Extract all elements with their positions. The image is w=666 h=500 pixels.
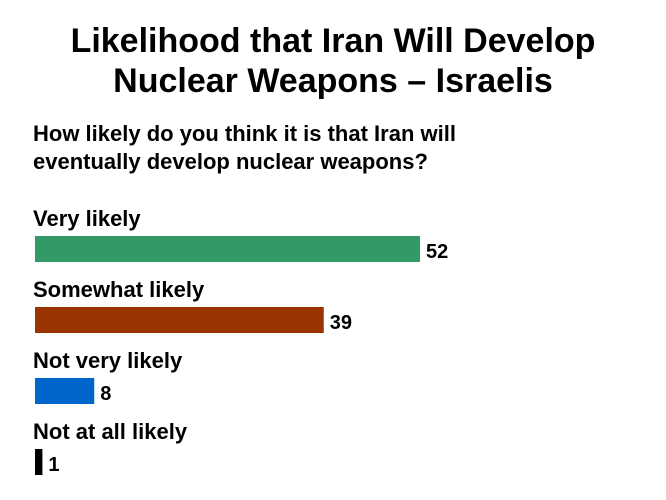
chart-title-line-1: Likelihood that Iran Will Develop	[70, 22, 596, 60]
chart-title-line-2: Nuclear Weapons – Israelis	[113, 62, 553, 100]
survey-question-line-1: How likely do you think it is that Iran …	[33, 121, 456, 146]
bar-somewhat-likely	[35, 307, 324, 333]
category-label-not-very-likely: Not very likely	[33, 348, 183, 373]
value-label-not-very-likely: 8	[100, 383, 111, 405]
survey-question: How likely do you think it is that Iran …	[33, 120, 633, 176]
category-label-somewhat-likely: Somewhat likely	[33, 277, 205, 302]
bar-not-very-likely	[35, 378, 95, 404]
chart-title: Likelihood that Iran Will Develop Nuclea…	[0, 21, 666, 101]
survey-question-line-2: eventually develop nuclear weapons?	[33, 149, 428, 174]
value-label-very-likely: 52	[426, 241, 448, 263]
value-label-not-at-all-likely: 1	[48, 454, 59, 476]
category-label-very-likely: Very likely	[33, 206, 141, 231]
bar-very-likely	[35, 236, 420, 262]
value-label-somewhat-likely: 39	[330, 312, 352, 334]
bar-not-at-all-likely	[35, 449, 43, 475]
category-label-not-at-all-likely: Not at all likely	[33, 419, 188, 444]
